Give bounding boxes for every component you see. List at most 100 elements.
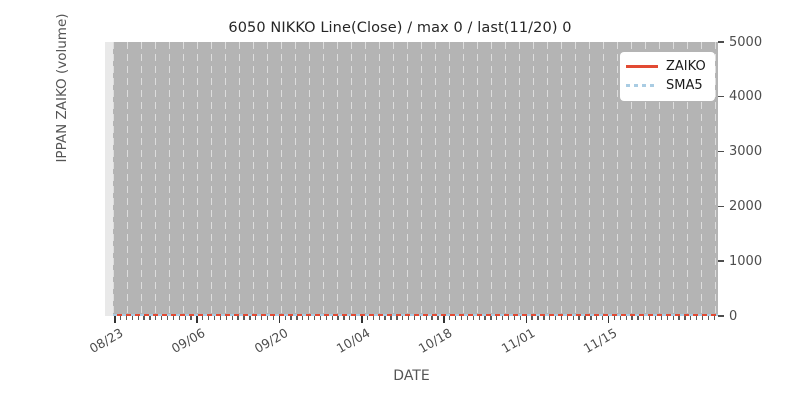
x-tick-minor	[413, 316, 416, 320]
x-tick-minor	[366, 316, 369, 320]
x-tick-minor	[390, 316, 392, 320]
x-tick-minor	[202, 316, 204, 320]
x-tick-minor	[343, 316, 345, 320]
x-tick-minor	[584, 316, 586, 320]
x-tick-minor	[349, 316, 351, 320]
x-tick-minor	[637, 316, 639, 320]
plot-area	[105, 42, 718, 316]
x-tick-minor	[478, 316, 480, 320]
x-tick-label: 09/20	[251, 325, 291, 357]
y-axis-tick: 5000	[718, 35, 762, 50]
x-tick-minor	[225, 316, 227, 320]
x-tick-minor	[649, 316, 651, 320]
x-tick-minor	[502, 316, 504, 320]
x-tick-minor	[678, 316, 680, 320]
x-tick-minor	[543, 316, 545, 320]
x-tick-minor	[161, 316, 163, 320]
x-tick-minor	[402, 316, 404, 320]
y-tick-mark	[718, 315, 724, 317]
x-tick-minor	[272, 316, 275, 320]
legend-entry-zaiko: ZAIKO	[626, 57, 709, 76]
x-tick-minor	[296, 316, 298, 320]
x-tick-minor	[437, 316, 439, 320]
y-tick-label: 4000	[729, 89, 763, 105]
x-tick-minor	[613, 316, 616, 320]
x-tick-minor	[319, 316, 322, 320]
x-tick-minor	[596, 316, 598, 320]
x-tick-minor	[172, 316, 175, 320]
x-tick-minor	[190, 316, 192, 320]
y-axis-tick: 0	[718, 308, 738, 324]
x-tick-minor	[566, 316, 569, 320]
x-tick-minor	[449, 316, 451, 320]
y-tick-label: 0	[729, 308, 738, 324]
y-axis-tick: 3000	[718, 144, 763, 160]
x-tick-minor	[378, 316, 380, 320]
y-tick-mark	[718, 41, 724, 43]
y-axis-right: 0 1000 2000 3000 4000 5000	[718, 35, 788, 324]
x-tick-major	[443, 316, 445, 323]
x-tick-major	[360, 316, 363, 323]
y-tick-mark	[718, 205, 724, 208]
x-tick-minor	[384, 316, 386, 320]
x-tick-minor	[125, 316, 128, 320]
x-tick-minor	[155, 316, 157, 320]
x-tick-minor	[643, 316, 645, 320]
x-tick-major	[114, 316, 116, 323]
x-tick-minor	[325, 316, 327, 320]
x-tick-minor	[631, 316, 633, 320]
x-tick-minor	[213, 316, 216, 320]
x-tick-minor	[707, 316, 710, 320]
x-tick-minor	[554, 316, 557, 320]
x-tick-minor	[460, 316, 463, 320]
x-tick-minor	[355, 316, 357, 320]
x-tick-label: 10/18	[416, 325, 455, 357]
x-tick-minor	[672, 316, 674, 320]
x-tick-minor	[237, 316, 239, 320]
legend-label-sma5: SMA5	[666, 78, 703, 93]
x-tick-minor	[625, 316, 627, 320]
x-tick-minor	[484, 316, 486, 320]
x-tick-minor	[431, 316, 433, 320]
x-tick-minor	[654, 316, 657, 320]
x-tick-minor	[666, 316, 668, 320]
legend-swatch-zaiko-icon	[626, 65, 658, 68]
x-tick-minor	[466, 316, 469, 320]
x-tick-minor	[419, 316, 422, 320]
x-tick-minor	[531, 316, 533, 320]
x-tick-minor	[313, 316, 316, 320]
x-tick-minor	[243, 316, 245, 320]
x-tick-minor	[696, 316, 698, 320]
y-axis-tick: 4000	[718, 89, 763, 105]
x-tick-minor	[143, 316, 145, 320]
x-tick-minor	[208, 316, 210, 320]
legend-entry-sma5: SMA5	[626, 76, 709, 95]
x-tick-minor	[308, 316, 310, 320]
x-tick-minor	[701, 316, 704, 320]
x-tick-major	[196, 316, 198, 323]
y-axis-tick: 2000	[718, 198, 763, 214]
x-tick-minor	[690, 316, 692, 320]
x-tick-label: 11/15	[580, 325, 620, 357]
y-tick-label: 1000	[729, 253, 763, 269]
y-tick-label: 2000	[729, 198, 763, 214]
x-tick-minor	[560, 316, 563, 320]
x-tick-minor	[713, 316, 715, 320]
data-series-layer	[105, 42, 718, 316]
y-axis-tick: 1000	[718, 253, 763, 269]
x-axis-title: DATE	[393, 368, 430, 384]
x-tick-label: 08/23	[86, 325, 126, 357]
x-tick-minor	[137, 316, 139, 320]
x-tick-minor	[178, 316, 180, 320]
x-tick-minor	[455, 316, 457, 320]
x-tick-minor	[396, 316, 398, 320]
x-tick-minor	[255, 316, 257, 320]
x-tick-minor	[266, 316, 269, 320]
y-tick-label: 3000	[729, 144, 763, 160]
x-tick-minor	[496, 316, 498, 320]
series-line-sma5	[113, 314, 718, 316]
x-tick-minor	[619, 316, 621, 320]
x-tick-minor	[302, 316, 304, 320]
x-tick-minor	[519, 316, 521, 320]
